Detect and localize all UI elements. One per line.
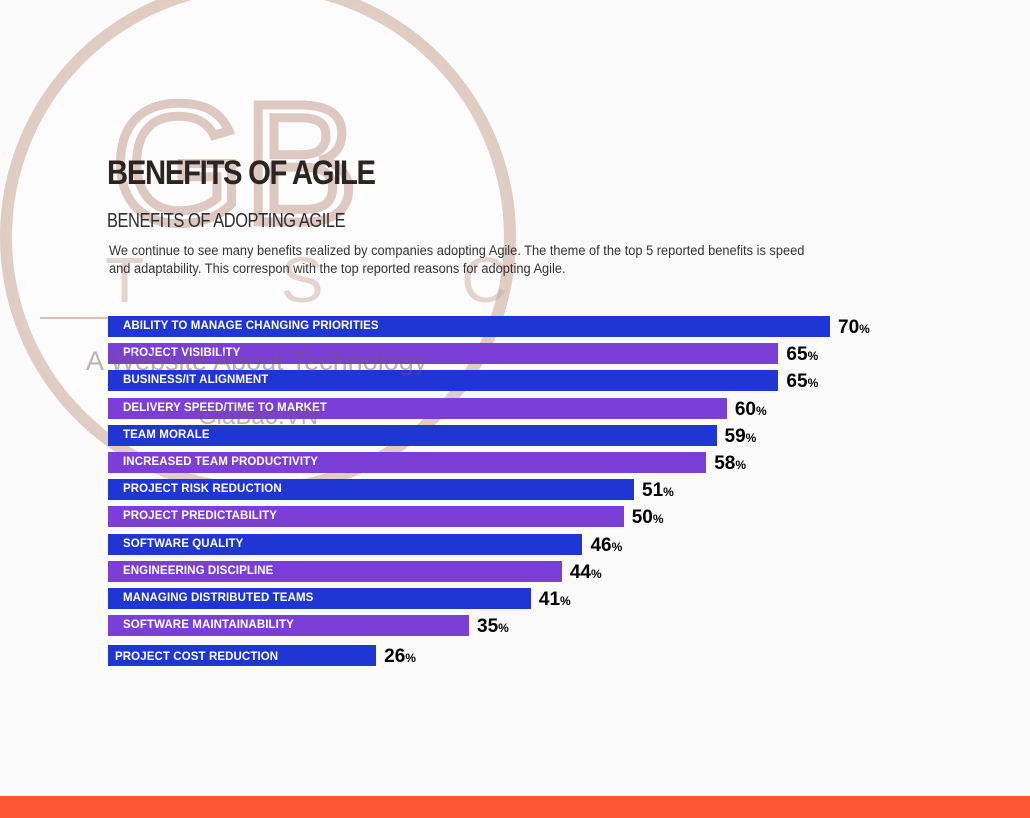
chart-subtitle: BENEFITS OF ADOPTING AGILE bbox=[107, 210, 346, 232]
bar-label: MANAGING DISTRIBUTED TEAMS bbox=[123, 592, 314, 604]
bar bbox=[108, 452, 707, 473]
bar-value-number: 35 bbox=[477, 616, 499, 638]
bar-label: PROJECT VISIBILITY bbox=[123, 347, 241, 360]
bar bbox=[108, 397, 727, 419]
bar-value-number: 46 bbox=[590, 534, 612, 556]
bar-value-number: 41 bbox=[538, 589, 561, 610]
bar bbox=[108, 560, 562, 582]
bar bbox=[108, 479, 635, 501]
bar-value-label: 65% bbox=[786, 371, 818, 394]
bar bbox=[108, 424, 717, 446]
bar-value-label: 70% bbox=[838, 317, 870, 340]
bar-value-label: 26% bbox=[384, 646, 416, 669]
percent-sign: % bbox=[735, 458, 747, 472]
bar-value-label: 44% bbox=[570, 562, 602, 585]
footer-band bbox=[0, 796, 1030, 818]
bar bbox=[108, 506, 624, 528]
percent-sign: % bbox=[663, 485, 674, 500]
bar bbox=[108, 645, 377, 667]
bar-value-label: 41% bbox=[539, 589, 571, 612]
percent-sign: % bbox=[745, 430, 757, 445]
bar-label: SOFTWARE MAINTAINABILITY bbox=[123, 619, 294, 632]
bar-value-number: 26 bbox=[384, 646, 406, 668]
bar-value-label: 59% bbox=[725, 426, 757, 449]
percent-sign: % bbox=[807, 349, 819, 364]
bar-label: BUSINESS/IT ALIGNMENT bbox=[123, 374, 269, 387]
bar-value-number: 50 bbox=[631, 507, 653, 529]
percent-sign: % bbox=[405, 651, 416, 666]
percent-sign: % bbox=[590, 566, 602, 581]
bar-value-number: 65 bbox=[786, 371, 808, 393]
bar-value-label: 58% bbox=[714, 453, 746, 476]
percent-sign: % bbox=[755, 403, 767, 418]
bar-value-number: 59 bbox=[724, 425, 746, 447]
bar-label: PROJECT COST REDUCTION bbox=[115, 651, 279, 664]
percent-sign: % bbox=[611, 539, 623, 554]
percent-sign: % bbox=[807, 376, 819, 391]
bar-label: ENGINEERING DISCIPLINE bbox=[123, 564, 274, 577]
chart-description: We continue to see many benefits realize… bbox=[109, 243, 805, 276]
bar-value-label: 46% bbox=[590, 535, 622, 558]
bar bbox=[108, 588, 531, 609]
percent-sign: % bbox=[652, 512, 664, 527]
bar-value-number: 51 bbox=[642, 480, 664, 502]
bar-label: SOFTWARE QUALITY bbox=[123, 537, 244, 550]
bar-value-number: 60 bbox=[734, 398, 756, 420]
percent-sign: % bbox=[498, 621, 509, 636]
bar-value-number: 65 bbox=[786, 344, 808, 366]
bar-value-label: 65% bbox=[786, 344, 818, 367]
bar-label: PROJECT PREDICTABILITY bbox=[123, 510, 278, 523]
bar-label: TEAM MORALE bbox=[123, 428, 210, 441]
bar-value-label: 35% bbox=[477, 616, 509, 639]
percent-sign: % bbox=[859, 322, 870, 336]
bar bbox=[108, 615, 469, 637]
page-title: BENEFITS OF AGILE bbox=[107, 154, 376, 192]
bar bbox=[108, 370, 779, 392]
bar-value-number: 44 bbox=[569, 561, 591, 583]
bar-value-label: 60% bbox=[735, 399, 767, 422]
bar bbox=[108, 316, 830, 337]
bar bbox=[108, 343, 779, 365]
bar-value-number: 70 bbox=[838, 317, 860, 338]
bar-value-number: 58 bbox=[714, 453, 736, 474]
percent-sign: % bbox=[560, 594, 571, 608]
bar-label: PROJECT RISK REDUCTION bbox=[123, 483, 282, 496]
bar-label: ABILITY TO MANAGE CHANGING PRIORITIES bbox=[123, 320, 379, 332]
bar-label: DELIVERY SPEED/TIME TO MARKET bbox=[123, 401, 327, 414]
bar-value-label: 50% bbox=[632, 507, 664, 530]
bar-value-label: 51% bbox=[642, 480, 674, 503]
bar bbox=[108, 533, 583, 555]
bar-chart: ABILITY TO MANAGE CHANGING PRIORITIES 70%… bbox=[108, 316, 870, 669]
bar-label: INCREASED TEAM PRODUCTIVITY bbox=[123, 456, 319, 468]
